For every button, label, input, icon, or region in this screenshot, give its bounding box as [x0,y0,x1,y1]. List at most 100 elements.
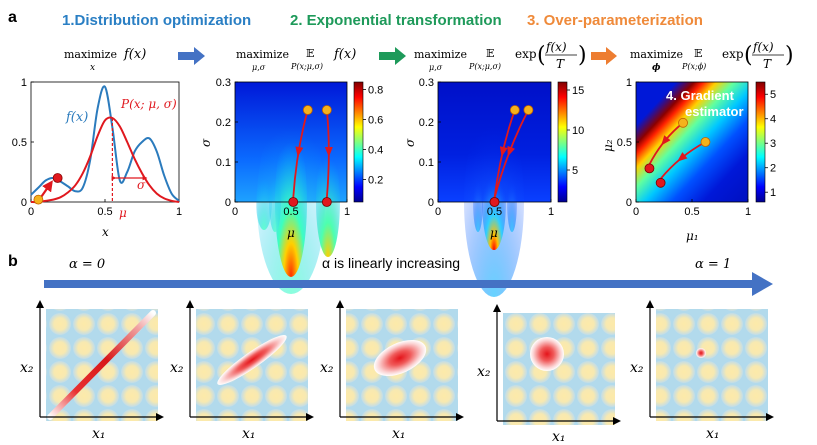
heatmap-3-trajectory-arrowhead [677,152,688,162]
colorbar-3 [755,81,766,203]
alpha-end-label: α = 1 [695,257,731,272]
formula-1-op: maximize [64,48,117,61]
alpha-mid-label: α is linearly increasing [322,255,460,271]
formula-3-body: exp [515,47,537,61]
line-chart-ytick-label: 0.5 [12,137,27,149]
heatmap-3-trajectory-arrowhead [661,135,671,146]
step-arrow-2 [379,47,406,65]
colorbar-2 [557,81,568,203]
formula-3-sub: μ,σ [429,63,443,72]
heatmap-3-ytick-label: 0 [626,197,632,209]
colorbar-3-tick-label: 5 [770,89,776,101]
line-chart-xtick-label: 0 [28,206,34,218]
tile-2-xlabel: x₁ [242,426,256,442]
formula-3-num: f(x) [545,40,567,54]
heatmap-3-ytick-label: 1 [626,77,632,89]
formula-2-exp: 𝔼 [306,47,314,60]
heatmap-3-start-point [700,137,711,147]
mu-label: μ [119,206,127,220]
colorbar-1-tick-label: 0.6 [368,115,383,127]
heatmap-2-ylabel: σ [403,138,417,147]
step-2-title: 2. Exponential transformation [290,12,502,29]
heatmap-1-xtick-label: 0 [232,206,238,218]
formula-4-num: f(x) [752,40,774,54]
heatmap-3-ytick-label: 0.5 [617,137,632,149]
sigma-label: σ [137,178,146,192]
step-arrow-3 [591,47,617,65]
heatmap-2-trajectory-arrowhead [499,146,508,157]
tile-4-distribution [530,337,564,371]
heatmap-3-start-point [678,117,688,128]
step-arrow-1 [178,47,205,65]
heatmap-2-xtick-label: 0 [435,206,441,218]
tile-2-ylabel: x₂ [170,360,184,376]
formula-4-body: exp [722,47,744,61]
jump-arrow [40,180,53,198]
line-chart-xtick-label: 1 [176,206,182,218]
colorbar-3-tick-label: 1 [770,187,776,199]
tile-4-ylabel: x₂ [477,364,491,380]
svg-text:): ) [578,43,587,68]
tile-5-ylabel: x₂ [630,360,644,376]
heatmap-1-xlabel: μ [287,226,295,240]
heatmap-2-ytick-label: 0.2 [419,117,434,129]
heatmap-2-xtick-label: 1 [548,206,554,218]
heatmap-2-start-point [509,105,520,115]
heatmap-3-bg [636,82,748,202]
heatmap-1-ytick-label: 0.2 [216,117,231,129]
formula-3-den: T [556,57,565,71]
formula-4-den: T [763,57,772,71]
heatmap-2-end-point [489,197,500,207]
formula-4-sub: ϕ [652,63,661,73]
colorbar-1 [353,81,364,203]
alpha-arrow [44,272,773,296]
tile-3-ylabel: x₂ [320,360,334,376]
formula-3-exp-sub: P(x;μ,σ) [468,62,501,71]
gradient-label-2: estimator [685,104,744,119]
heatmap-overparam: 0 0.5 1 0 0.5 1 4. Gradient estimator 1 2 3 4 5 μ… [601,77,776,243]
heatmap-1-xtick-label: 0.5 [283,206,298,218]
line-chart: 0 0.5 1 0 0.5 1 f(x) P(x; μ, σ) μ σ x [12,77,182,239]
heatmap-1-ytick-label: 0.3 [216,77,231,89]
formula-4-exp-sub: P(x;ϕ) [681,62,706,71]
tile-3: x₂ x₁ [320,300,464,442]
tile-3-xlabel: x₁ [392,426,406,442]
colorbar-1-tick-label: 0.8 [368,85,383,97]
colorbar-1-tick-label: 0.4 [368,145,383,157]
formula-2-body: f(x) [333,47,356,62]
tile-4: x₂ x₁ [477,304,621,445]
tile-5-distribution [696,348,706,358]
colorbar-3-tick-label: 3 [770,138,776,150]
heatmap-3-xlabel: μ₁ [686,229,699,243]
heatmap-2-ytick-label: 0 [428,197,434,209]
gradient-label-1: 4. Gradient [666,88,735,103]
heatmap-2-xtick-label: 0.5 [487,206,502,218]
p-label: P(x; μ, σ) [120,97,177,111]
formula-2: maximize μ,σ 𝔼 P(x;μ,σ) f(x) [236,47,356,72]
colorbar-3-tick-label: 2 [770,163,776,175]
tile-2-distribution [217,335,287,385]
tile-5-xlabel: x₁ [706,426,720,442]
tile-1: x₂ x₁ [20,300,164,442]
formula-4: maximize ϕ 𝔼 P(x;ϕ) exp ( f(x) T ) [630,40,794,73]
heatmap-1-start-point [321,105,332,115]
tile-1-ylabel: x₂ [20,360,34,376]
start-point [33,194,44,205]
step-1-title: 1.Distribution optimization [62,12,251,29]
series-p-line [30,116,180,204]
colorbar-2-tick-label: 5 [572,165,578,177]
heatmap-1-trajectory-arrowhead [295,146,304,157]
tile-3-distribution [373,339,427,377]
heatmap-3-end-point [655,177,666,188]
heatmap-1-xtick-label: 1 [344,206,350,218]
line-chart-xlabel: x [102,225,109,239]
step-3-title: 3. Over-parameterization [527,12,703,29]
heatmap-3-xtick-label: 1 [745,206,751,218]
alpha-start-label: α = 0 [69,257,105,272]
formula-3-exp: 𝔼 [486,47,494,60]
line-chart-xtick-label: 0.5 [97,206,112,218]
formula-2-op: maximize [236,48,289,61]
heatmap-3-ylabel: μ₂ [601,139,615,152]
